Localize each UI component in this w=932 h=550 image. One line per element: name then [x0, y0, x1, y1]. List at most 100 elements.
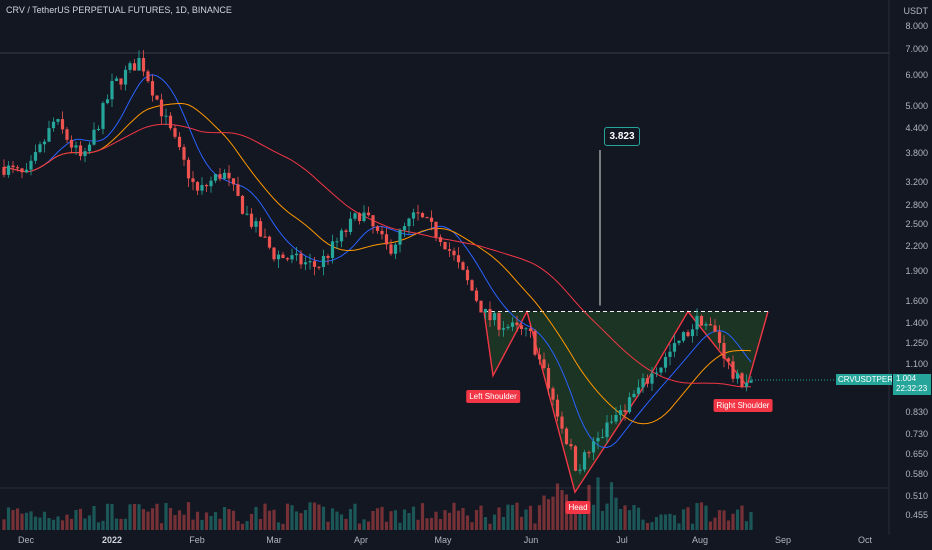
candle-body	[357, 213, 362, 222]
volume-bar	[735, 509, 740, 530]
candle-body	[155, 95, 159, 100]
candle-body	[659, 367, 663, 373]
candle-body	[191, 178, 195, 183]
y-tick-label: 6.000	[905, 70, 928, 81]
volume-bar	[465, 515, 470, 530]
volume-bar	[15, 508, 20, 530]
y-tick-label: 1.400	[905, 318, 928, 329]
volume-bar	[195, 511, 200, 530]
volume-bar	[627, 510, 632, 530]
candle-body	[195, 182, 200, 191]
candle-body	[290, 255, 294, 260]
y-tick-label: 5.000	[905, 101, 928, 112]
y-tick-label: 8.000	[905, 21, 928, 31]
candle-body	[267, 236, 272, 248]
candle-body	[425, 217, 429, 219]
candle-body	[29, 160, 33, 170]
volume-bar	[488, 523, 492, 530]
volume-bar	[132, 503, 137, 530]
candle-body	[92, 129, 96, 145]
volume-bar	[519, 516, 524, 530]
candle-body	[24, 169, 29, 173]
volume-bar	[443, 510, 447, 530]
y-tick-label: 0.650	[905, 449, 928, 460]
candle-body	[479, 300, 483, 313]
volume-bar	[695, 503, 699, 530]
volume-bar	[33, 516, 38, 530]
volume-bar	[515, 502, 519, 530]
volume-bar	[231, 510, 236, 530]
volume-bar	[641, 519, 645, 530]
volume-bar	[483, 516, 488, 530]
volume-bar	[218, 518, 222, 530]
volume-bar	[200, 519, 204, 530]
volume-bar	[749, 512, 753, 530]
candle-body	[456, 255, 461, 263]
volume-bar	[186, 502, 191, 530]
candle-body	[200, 185, 204, 191]
candle-body	[519, 325, 524, 330]
candle-body	[114, 78, 119, 82]
candle-body	[645, 378, 650, 384]
y-tick-label: 2.800	[905, 200, 928, 211]
candle-body	[609, 421, 614, 423]
candle-body	[578, 469, 582, 471]
y-tick-label: 1.250	[905, 337, 928, 348]
candle-body	[632, 393, 636, 398]
candle-body	[254, 221, 258, 227]
candle-body	[749, 380, 753, 383]
candle-body	[744, 382, 749, 387]
candle-body	[78, 145, 83, 157]
volume-bar	[303, 510, 308, 530]
candle-body	[506, 326, 510, 329]
x-tick-label: Dec	[17, 535, 35, 545]
candle-body	[573, 446, 578, 471]
candle-body	[74, 145, 78, 148]
candle-body	[159, 99, 164, 117]
candle-body	[380, 230, 384, 235]
candle-body	[542, 359, 546, 369]
candle-body	[497, 313, 501, 330]
candle-body	[402, 226, 407, 231]
candle-body	[60, 119, 65, 130]
candle-body	[371, 215, 375, 227]
volume-bar	[92, 505, 96, 530]
candle-body	[362, 212, 366, 222]
volume-bar	[177, 510, 182, 530]
candle-body	[231, 178, 236, 185]
volume-bar	[380, 506, 384, 530]
volume-bar	[447, 512, 452, 530]
candle-body	[308, 261, 312, 263]
y-tick-label: 0.455	[905, 510, 928, 520]
candle-body	[731, 361, 735, 379]
candle-body	[56, 119, 60, 122]
pattern-label: Right Shoulder	[713, 399, 773, 412]
candle-body	[740, 373, 744, 387]
volume-bar	[258, 518, 263, 530]
candle-body	[627, 397, 632, 413]
candle-body	[168, 115, 173, 129]
candle-body	[551, 388, 555, 400]
current-price: 1.004	[896, 374, 917, 383]
volume-bar	[348, 508, 353, 530]
volume-bar	[470, 522, 474, 530]
volume-bar	[74, 510, 78, 530]
volume-bar	[339, 514, 344, 530]
candle-body	[182, 147, 186, 160]
candle-body	[690, 329, 695, 337]
candle-body	[209, 180, 213, 187]
volume-bar	[375, 508, 380, 530]
volume-bar	[83, 518, 87, 530]
candle-body	[20, 168, 24, 173]
volume-bar	[632, 505, 636, 530]
volume-bar	[668, 513, 672, 530]
volume-bar	[398, 522, 402, 530]
volume-bar	[686, 507, 690, 530]
candle-body	[605, 422, 609, 438]
volume-bar	[717, 510, 722, 530]
candle-body	[528, 328, 533, 331]
candle-body	[2, 167, 6, 175]
volume-bar	[213, 512, 218, 530]
candle-body	[123, 69, 128, 85]
x-tick-label: Aug	[691, 535, 709, 545]
